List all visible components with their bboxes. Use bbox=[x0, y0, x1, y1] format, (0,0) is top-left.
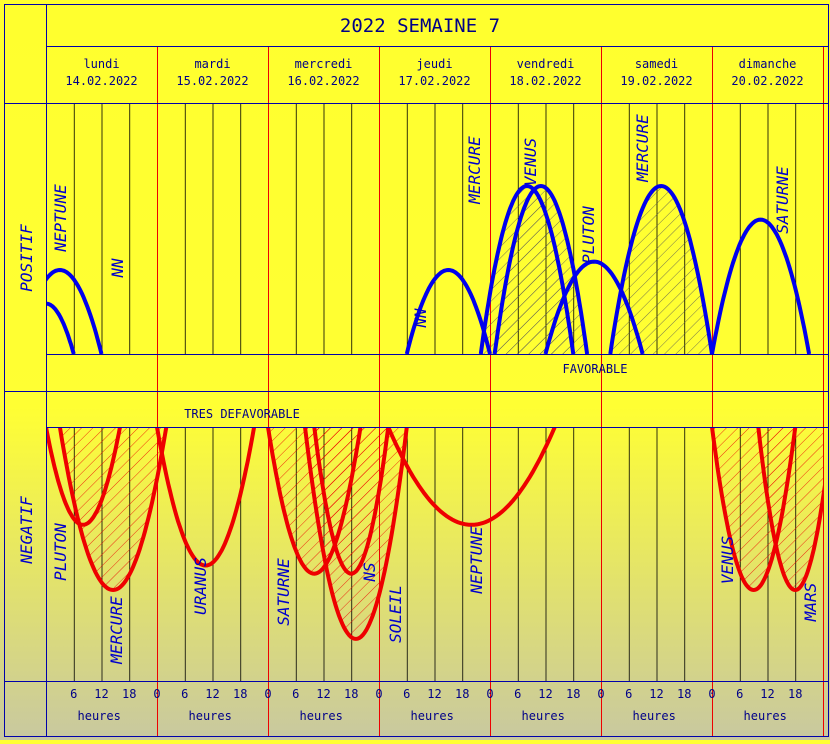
hour-tick-label: 0 bbox=[597, 687, 604, 701]
day-name: mardi bbox=[194, 57, 230, 71]
frame bbox=[4, 4, 829, 737]
negative-series-label: SATURNE bbox=[274, 558, 293, 626]
day-date: 15.02.2022 bbox=[176, 74, 248, 88]
hour-tick-label: 0 bbox=[264, 687, 271, 701]
hour-tick-label: 6 bbox=[181, 687, 188, 701]
negative-curve bbox=[303, 427, 409, 641]
negative-series-label: MARS bbox=[801, 583, 820, 623]
negative-curve bbox=[710, 427, 798, 593]
positive-series-label: MERCURE bbox=[465, 136, 484, 205]
day-date: 19.02.2022 bbox=[620, 74, 692, 88]
hour-tick-label: 12 bbox=[205, 687, 219, 701]
hour-tick-label: 0 bbox=[486, 687, 493, 701]
hour-tick-label: 6 bbox=[625, 687, 632, 701]
negative-curve bbox=[312, 427, 391, 576]
negative-curve bbox=[155, 427, 257, 568]
day-name: mercredi bbox=[295, 57, 353, 71]
positive-series-label: SATURNE bbox=[773, 166, 792, 234]
negative-series-label: NS bbox=[360, 562, 379, 582]
hour-tick-label: 18 bbox=[344, 687, 358, 701]
hour-tick-label: 0 bbox=[153, 687, 160, 701]
day-name: samedi bbox=[635, 57, 678, 71]
hour-tick-label: 0 bbox=[375, 687, 382, 701]
negative-series-label: NEPTUNE bbox=[467, 526, 486, 595]
negative-section-label: NEGATIF bbox=[17, 496, 36, 565]
positive-curve bbox=[543, 259, 645, 354]
axis-unit-label: heures bbox=[189, 709, 232, 723]
positive-curve bbox=[608, 183, 714, 354]
positive-curve bbox=[478, 183, 576, 354]
positive-curve bbox=[46, 267, 104, 354]
positive-series-label: MERCURE bbox=[633, 114, 652, 183]
hour-tick-label: 18 bbox=[677, 687, 691, 701]
positive-section-label: POSITIF bbox=[17, 224, 36, 292]
day-name: lundi bbox=[83, 57, 119, 71]
negative-series-label: PLUTON bbox=[51, 523, 70, 581]
positive-curve bbox=[492, 183, 590, 354]
positive-curve bbox=[46, 301, 76, 354]
hour-tick-label: 18 bbox=[233, 687, 247, 701]
negative-series-label: SOLEIL bbox=[386, 585, 405, 643]
positive-series-label: NN bbox=[411, 308, 430, 329]
axis-unit-label: heures bbox=[411, 709, 454, 723]
hour-tick-label: 18 bbox=[122, 687, 136, 701]
positive-series-label: NEPTUNE bbox=[51, 184, 70, 253]
positive-series-label: PLUTON bbox=[579, 206, 598, 264]
axis-unit-label: heures bbox=[78, 709, 121, 723]
hour-tick-label: 12 bbox=[538, 687, 552, 701]
negative-curve bbox=[756, 427, 823, 593]
series-labels: NEPTUNE NN NN MERCURE VENUS PLUTON MERCURE SATU… bbox=[51, 114, 820, 665]
hour-tick-label: 18 bbox=[566, 687, 580, 701]
positive-curve bbox=[710, 217, 812, 354]
hour-tick-label: 12 bbox=[760, 687, 774, 701]
positive-series-label: NN bbox=[108, 258, 127, 279]
hour-tick-label: 6 bbox=[70, 687, 77, 701]
chart-title: 2022 SEMAINE 7 bbox=[340, 15, 500, 37]
day-name: jeudi bbox=[416, 57, 452, 71]
day-date: 17.02.2022 bbox=[398, 74, 470, 88]
hour-tick-label: 6 bbox=[403, 687, 410, 701]
negative-curve bbox=[266, 427, 363, 576]
hour-tick-label: 0 bbox=[708, 687, 715, 701]
day-date: 14.02.2022 bbox=[65, 74, 137, 88]
day-name: dimanche bbox=[739, 57, 797, 71]
day-name: vendredi bbox=[517, 57, 575, 71]
hour-tick-label: 12 bbox=[94, 687, 108, 701]
hour-tick-label: 6 bbox=[292, 687, 299, 701]
hour-tick-label: 6 bbox=[736, 687, 743, 701]
negative-series-label: MERCURE bbox=[107, 596, 126, 665]
hour-tick-label: 12 bbox=[649, 687, 663, 701]
negative-series-label: URANUS bbox=[191, 557, 210, 615]
day-date: 20.02.2022 bbox=[731, 74, 803, 88]
defavorable-band-label: TRES DEFAVORABLE bbox=[184, 407, 300, 421]
day-headers: lundi 14.02.2022 mardi 15.02.2022 mercredi 16… bbox=[65, 57, 803, 88]
favorable-band-label: FAVORABLE bbox=[562, 362, 627, 376]
positive-series-label: VENUS bbox=[521, 138, 540, 186]
negative-hatch bbox=[758, 427, 823, 590]
day-date: 18.02.2022 bbox=[509, 74, 581, 88]
hour-tick-label: 18 bbox=[788, 687, 802, 701]
axis-unit-label: heures bbox=[633, 709, 676, 723]
axis-unit-label: heures bbox=[300, 709, 343, 723]
day-date: 16.02.2022 bbox=[287, 74, 359, 88]
hour-tick-label: 6 bbox=[514, 687, 521, 701]
hour-tick-label: 12 bbox=[316, 687, 330, 701]
hour-tick-label: 18 bbox=[455, 687, 469, 701]
axis-unit-label: heures bbox=[744, 709, 787, 723]
curve-layer bbox=[46, 183, 823, 641]
hour-tick-label: 12 bbox=[427, 687, 441, 701]
axis-unit-label: heures bbox=[522, 709, 565, 723]
negative-curve bbox=[46, 427, 122, 527]
negative-curve bbox=[386, 427, 557, 527]
positive-curve bbox=[404, 267, 492, 354]
negative-series-label: VENUS bbox=[718, 536, 737, 584]
negative-curve bbox=[57, 427, 169, 593]
